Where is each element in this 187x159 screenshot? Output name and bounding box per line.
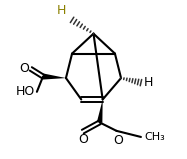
Text: H: H: [57, 4, 66, 17]
Text: O: O: [78, 133, 88, 146]
Polygon shape: [43, 73, 66, 80]
Text: O: O: [19, 62, 29, 75]
Text: HO: HO: [16, 85, 35, 98]
Text: O: O: [113, 134, 123, 147]
Text: H: H: [144, 76, 153, 89]
Polygon shape: [97, 100, 103, 123]
Text: CH₃: CH₃: [144, 132, 165, 142]
